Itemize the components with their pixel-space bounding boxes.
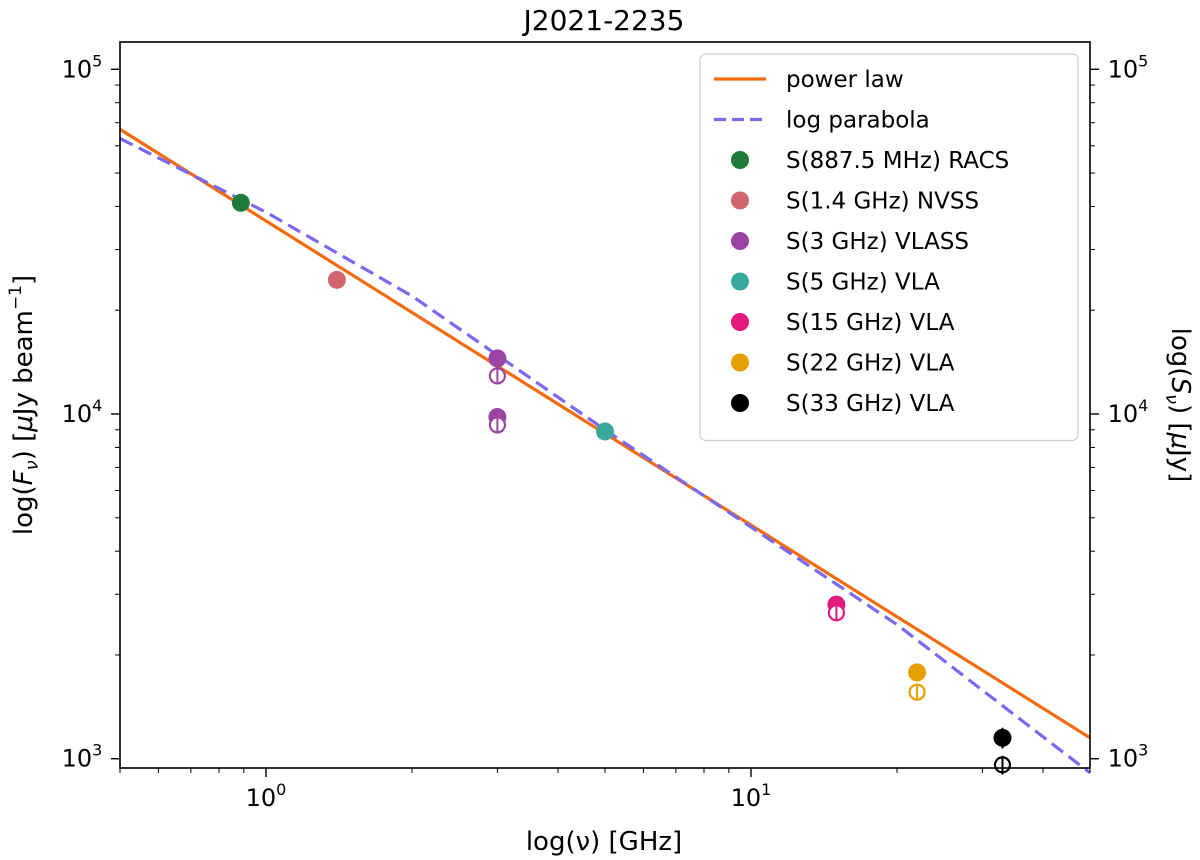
legend-swatch-marker: [731, 313, 749, 331]
y-tick-label-left: 103: [62, 741, 103, 773]
legend-box: [699, 53, 1079, 442]
legend-label: S(3 GHz) VLASS: [786, 229, 969, 255]
legend-swatch-marker: [731, 232, 749, 250]
x-tick-label: 100: [246, 780, 287, 812]
legend-swatch-marker: [731, 353, 749, 372]
x-tick-label: 101: [731, 780, 772, 812]
legend-label: S(15 GHz) VLA: [786, 310, 955, 336]
legend-swatch-marker: [731, 394, 749, 412]
data-point: [231, 193, 250, 212]
legend-label: S(22 GHz) VLA: [786, 351, 955, 377]
data-point: [993, 728, 1012, 747]
x-axis-label: log(ν) [GHz]: [526, 827, 682, 857]
legend: power law log parabola S(887.5 MHz) RACS S(…: [699, 53, 1079, 442]
legend-label: S(1.4 GHz) NVSS: [786, 189, 979, 215]
y-tick-label-right: 103: [1108, 741, 1149, 773]
y-axis-label-left: log(Fν) [μJy beam−1]: [6, 275, 43, 535]
legend-label: S(33 GHz) VLA: [786, 391, 955, 417]
legend-swatch-marker: [731, 272, 749, 291]
svg-text:log(Sν) [μJy]: log(Sν) [μJy]: [1161, 328, 1195, 483]
legend-swatch-marker: [731, 191, 749, 210]
chart-title: J2021-2235: [522, 4, 685, 37]
y-tick-label-right: 105: [1108, 51, 1149, 83]
data-point: [908, 663, 927, 682]
data-point: [596, 422, 614, 441]
legend-label: S(887.5 MHz) RACS: [786, 148, 1009, 174]
legend-label: log parabola: [786, 108, 930, 134]
y-tick-label-right: 104: [1108, 396, 1149, 428]
legend-label: S(5 GHz) VLA: [786, 270, 940, 296]
y-tick-label-left: 104: [62, 396, 103, 428]
y-tick-label-left: 105: [62, 51, 103, 83]
data-point: [327, 270, 346, 289]
y-axis-label-right: log(Sν) [μJy]: [1161, 328, 1195, 483]
legend-swatch-marker: [731, 151, 749, 169]
legend-label: power law: [786, 67, 904, 93]
svg-text:log(Fν) [μJy beam−1]: log(Fν) [μJy beam−1]: [6, 275, 43, 535]
data-point: [488, 349, 507, 368]
